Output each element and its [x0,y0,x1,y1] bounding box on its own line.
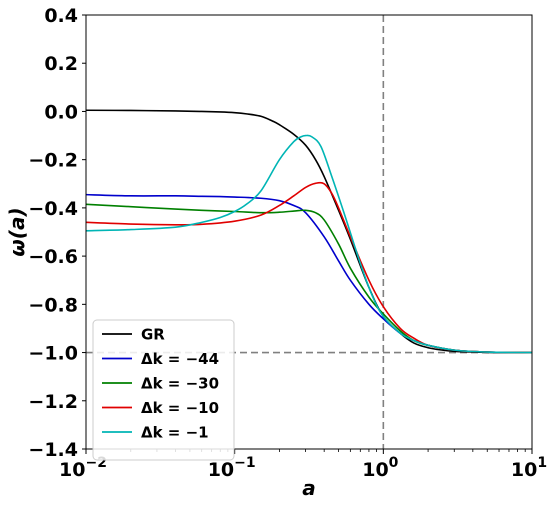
y-tick-label: −1.0 [28,343,78,365]
x-tick-label: 101 [511,455,547,481]
y-tick-label: −0.4 [28,198,78,220]
x-tick-label: 10−1 [208,455,256,481]
series-line-0 [86,109,532,354]
y-tick-label: −1.2 [28,391,78,413]
legend-label: Δk = −1 [141,424,209,442]
legend-box [92,319,235,461]
y-tick-label: 0.0 [44,101,78,123]
legend-label: Δk = −10 [141,399,219,417]
plot-frame [85,14,533,450]
x-tick-label: 100 [362,455,398,481]
plot-area [86,15,532,449]
series-group [86,109,532,354]
legend-label: GR [141,326,165,344]
series-line-4 [86,134,532,354]
y-tick-label: −0.6 [28,246,78,268]
y-tick-label: −0.2 [28,150,78,172]
x-axis-label: a [302,476,316,500]
axes: 0.4 0.2 0.0 −0.2 −0.4 −0.6 −0.8 −1.0 −1.2 −1.4 10−… [5,5,547,500]
y-tick-label: −1.4 [28,439,78,461]
y-tick-label: −0.8 [28,294,78,316]
y-tick-label: 0.2 [44,53,78,75]
y-tick-label: 0.4 [44,5,78,27]
y-axis-label: ω(a) [5,207,29,256]
legend: GR Δk = −44 Δk = −30 Δk = −10 Δk = −1 [92,319,235,461]
legend-label: Δk = −44 [141,350,219,368]
legend-label: Δk = −30 [141,375,219,393]
series-line-3 [86,181,532,354]
